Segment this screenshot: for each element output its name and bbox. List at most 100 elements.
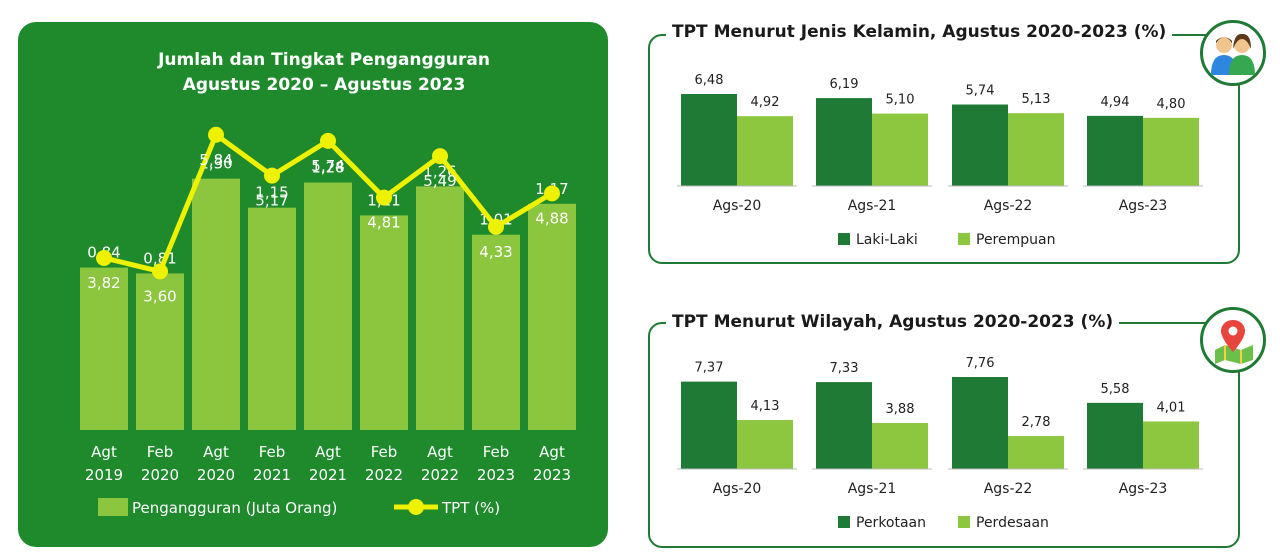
legend-swatch-laki-laki bbox=[838, 233, 850, 245]
x-tick-label-3: Ags-23 bbox=[1119, 198, 1168, 214]
legend-swatch-perkotaan bbox=[838, 516, 850, 528]
bar-perempuan-3 bbox=[1143, 117, 1199, 186]
x-tick-label-5-a: Feb bbox=[371, 443, 398, 461]
tpt-point-8 bbox=[544, 185, 560, 202]
x-tick-label-2: Ags-22 bbox=[984, 481, 1033, 497]
gender-badge bbox=[1200, 20, 1266, 86]
people-icon bbox=[1211, 33, 1255, 75]
x-tick-label-8-a: Agt bbox=[539, 443, 565, 461]
bar-label-perempuan-3: 4,80 bbox=[1157, 97, 1186, 112]
gender-chart-title: TPT Menurut Jenis Kelamin, Agustus 2020-… bbox=[666, 22, 1173, 42]
bar-pengangguran-7 bbox=[472, 234, 520, 430]
x-tick-label-1: Ags-21 bbox=[848, 198, 897, 214]
x-tick-label-0-b: 2019 bbox=[85, 466, 123, 484]
x-tick-label-7-a: Feb bbox=[483, 443, 510, 461]
bar-label-perdesaan-1: 3,88 bbox=[886, 402, 915, 417]
x-tick-label-1-a: Feb bbox=[147, 443, 174, 461]
map-pin-icon bbox=[1215, 320, 1253, 364]
chart-subtitle: Agustus 2020 – Agustus 2023 bbox=[183, 75, 466, 95]
bar-perkotaan-2 bbox=[952, 377, 1008, 469]
bar-label-3: 1,15 bbox=[255, 184, 288, 202]
legend-label-laki-laki: Laki-Laki bbox=[856, 232, 918, 248]
bar-perkotaan-1 bbox=[816, 382, 872, 469]
legend-swatch-perempuan bbox=[958, 233, 970, 245]
tpt-point-0 bbox=[96, 249, 112, 266]
bar-label-perkotaan-0: 7,37 bbox=[695, 361, 724, 376]
bar-pengangguran-2 bbox=[192, 178, 240, 430]
bar-label-perkotaan-2: 7,76 bbox=[966, 356, 995, 371]
bar-perempuan-2 bbox=[1008, 113, 1064, 186]
bar-label-perempuan-0: 4,92 bbox=[751, 95, 780, 110]
x-tick-label-0: Ags-20 bbox=[713, 198, 762, 214]
x-tick-label-0: Ags-20 bbox=[713, 481, 762, 497]
region-title-connector bbox=[1150, 322, 1206, 324]
gender-chart-box: 6,48 4,92 Ags-20 6,19 5,10 Ags-21 5,74 5,13 Ags-… bbox=[648, 34, 1240, 264]
tpt-label-0: 3,82 bbox=[87, 274, 120, 292]
gender-title-connector bbox=[1192, 34, 1210, 36]
legend-label-tpt: TPT (%) bbox=[441, 499, 500, 517]
x-tick-label-0-a: Agt bbox=[91, 443, 117, 461]
bar-laki-laki-0 bbox=[681, 94, 737, 186]
x-tick-label-3-b: 2021 bbox=[253, 466, 291, 484]
bar-pengangguran-6 bbox=[416, 186, 464, 430]
bar-pengangguran-0 bbox=[80, 267, 128, 430]
bar-label-laki-laki-3: 4,94 bbox=[1101, 95, 1130, 110]
tpt-point-2 bbox=[208, 126, 224, 143]
legend-swatch-pengangguran bbox=[98, 498, 128, 516]
x-tick-label-1-b: 2020 bbox=[141, 466, 179, 484]
unemployment-chart: Jumlah dan Tingkat Pengangguran Agustus … bbox=[80, 50, 576, 517]
tpt-point-4 bbox=[320, 132, 336, 149]
bar-label-perkotaan-1: 7,33 bbox=[830, 361, 859, 376]
tpt-label-3: 5,17 bbox=[255, 192, 288, 210]
bar-label-perdesaan-2: 2,78 bbox=[1022, 415, 1051, 430]
region-chart-box: 7,37 4,13 Ags-20 7,33 3,88 Ags-21 7,76 2,78 Ags-… bbox=[648, 322, 1240, 548]
bar-label-laki-laki-2: 5,74 bbox=[966, 84, 995, 99]
tpt-point-7 bbox=[488, 218, 504, 235]
bar-perempuan-0 bbox=[737, 116, 793, 186]
bar-pengangguran-3 bbox=[248, 207, 296, 430]
legend-label-perkotaan: Perkotaan bbox=[856, 515, 926, 531]
bar-laki-laki-2 bbox=[952, 104, 1008, 186]
x-tick-label-2-a: Agt bbox=[203, 443, 229, 461]
tpt-label-4: 5,74 bbox=[311, 157, 344, 175]
region-badge bbox=[1200, 307, 1266, 373]
gender-chart: 6,48 4,92 Ags-20 6,19 5,10 Ags-21 5,74 5,13 Ags-… bbox=[677, 73, 1203, 248]
bar-label-laki-laki-1: 6,19 bbox=[830, 77, 859, 92]
region-chart-title: TPT Menurut Wilayah, Agustus 2020-2023 (… bbox=[666, 312, 1120, 332]
bar-label-4: 1,28 bbox=[311, 159, 344, 177]
x-tick-label-6-a: Agt bbox=[427, 443, 453, 461]
bar-laki-laki-1 bbox=[816, 98, 872, 186]
x-tick-label-5-b: 2022 bbox=[365, 466, 403, 484]
legend-label-perdesaan: Perdesaan bbox=[976, 515, 1049, 531]
bar-perdesaan-2 bbox=[1008, 436, 1064, 469]
bar-label-perkotaan-3: 5,58 bbox=[1101, 382, 1130, 397]
legend-swatch-perdesaan bbox=[958, 516, 970, 528]
x-tick-label-2-b: 2020 bbox=[197, 466, 235, 484]
tpt-point-3 bbox=[264, 167, 280, 184]
bar-label-perdesaan-0: 4,13 bbox=[751, 399, 780, 414]
legend-marker-tpt bbox=[408, 499, 424, 515]
tpt-point-1 bbox=[152, 263, 168, 280]
region-chart: 7,37 4,13 Ags-20 7,33 3,88 Ags-21 7,76 2,78 Ags-… bbox=[677, 356, 1203, 531]
x-tick-label-8-b: 2023 bbox=[533, 466, 571, 484]
bar-perkotaan-3 bbox=[1087, 402, 1143, 469]
tpt-label-5: 4,81 bbox=[367, 214, 400, 232]
x-tick-label-3-a: Feb bbox=[259, 443, 286, 461]
bar-label-laki-laki-0: 6,48 bbox=[695, 73, 724, 88]
bar-pengangguran-8 bbox=[528, 203, 576, 430]
tpt-label-1: 3,60 bbox=[143, 287, 176, 305]
bar-perdesaan-3 bbox=[1143, 421, 1199, 469]
bar-perempuan-1 bbox=[872, 113, 928, 186]
x-tick-label-7-b: 2023 bbox=[477, 466, 515, 484]
bar-label-perdesaan-3: 4,01 bbox=[1157, 400, 1186, 415]
tpt-label-7: 4,33 bbox=[479, 243, 512, 261]
bar-label-perempuan-2: 5,13 bbox=[1022, 92, 1051, 107]
x-tick-label-4-a: Agt bbox=[315, 443, 341, 461]
x-tick-label-4-b: 2021 bbox=[309, 466, 347, 484]
tpt-point-6 bbox=[432, 148, 448, 165]
x-tick-label-3: Ags-23 bbox=[1119, 481, 1168, 497]
tpt-point-5 bbox=[376, 189, 392, 206]
bar-pengangguran-5 bbox=[360, 215, 408, 430]
unemployment-panel: Jumlah dan Tingkat Pengangguran Agustus … bbox=[18, 22, 608, 547]
x-tick-label-2: Ags-22 bbox=[984, 198, 1033, 214]
